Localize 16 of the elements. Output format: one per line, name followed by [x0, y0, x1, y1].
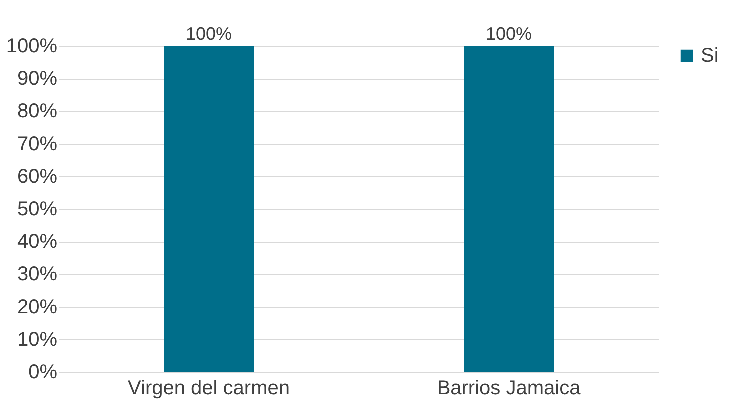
x-tick-label: Barrios Jamaica [437, 378, 582, 400]
legend-label: Si [701, 45, 719, 67]
y-tick-label: 10% [17, 328, 58, 351]
y-tick-label: 100% [6, 36, 58, 58]
text: 100% [486, 24, 532, 44]
y-tick-label: 70% [17, 133, 58, 156]
y-tick-label: 20% [17, 296, 58, 318]
y-tick-label: 40% [17, 231, 58, 254]
y-tick-label: 90% [17, 68, 58, 90]
x-tick-label: Virgen del carmen [128, 378, 290, 400]
y-tick-label: 80% [17, 100, 58, 123]
text: 100% [186, 24, 232, 44]
y-tick-label: 50% [17, 198, 58, 220]
y-tick-label: 30% [17, 264, 58, 286]
y-tick-label: 60% [17, 166, 58, 188]
y-tick-label: 0% [28, 362, 58, 384]
